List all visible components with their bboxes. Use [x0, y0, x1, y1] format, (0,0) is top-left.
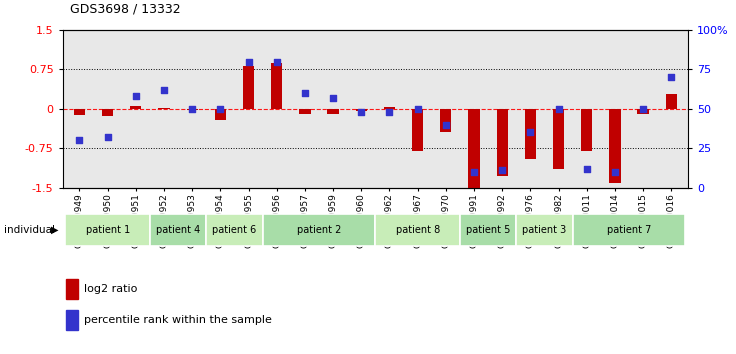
Bar	[355, 109, 367, 112]
Text: patient 7: patient 7	[606, 225, 651, 235]
Point	[609, 169, 620, 175]
Bar	[215, 109, 226, 120]
Text: patient 6: patient 6	[212, 225, 257, 235]
Text: patient 8: patient 8	[395, 225, 439, 235]
Point	[637, 106, 649, 112]
Point	[271, 59, 283, 64]
Point	[355, 109, 367, 115]
Point	[158, 87, 170, 93]
Bar	[150, 214, 206, 246]
Bar	[637, 109, 648, 114]
Text: ▶: ▶	[52, 225, 59, 235]
Text: percentile rank within the sample: percentile rank within the sample	[85, 315, 272, 325]
Bar	[300, 109, 311, 114]
Bar	[243, 66, 254, 109]
Text: patient 2: patient 2	[297, 225, 342, 235]
Bar	[516, 214, 573, 246]
Point	[553, 106, 565, 112]
Bar	[271, 63, 283, 109]
Text: individual: individual	[4, 225, 54, 235]
Point	[665, 75, 677, 80]
Bar	[383, 107, 395, 109]
Point	[440, 122, 452, 127]
Bar	[186, 109, 198, 110]
Point	[411, 106, 423, 112]
Bar	[328, 109, 339, 114]
Bar	[525, 109, 536, 159]
Point	[525, 130, 537, 135]
Bar	[66, 279, 78, 299]
Bar	[412, 109, 423, 151]
Bar	[573, 214, 685, 246]
Point	[74, 137, 85, 143]
Point	[214, 106, 226, 112]
Bar	[665, 94, 677, 109]
Text: patient 1: patient 1	[85, 225, 130, 235]
Point	[496, 167, 508, 173]
Bar	[74, 109, 85, 115]
Bar	[158, 108, 169, 109]
Point	[186, 106, 198, 112]
Bar	[553, 109, 565, 169]
Point	[299, 90, 311, 96]
Bar	[440, 109, 451, 132]
Bar	[460, 214, 516, 246]
Bar	[468, 109, 480, 189]
Point	[243, 59, 255, 64]
Point	[383, 109, 395, 115]
Point	[102, 135, 113, 140]
Bar	[66, 310, 78, 330]
Text: GDS3698 / 13332: GDS3698 / 13332	[70, 3, 180, 16]
Bar	[581, 109, 592, 151]
Bar	[263, 214, 375, 246]
Text: patient 3: patient 3	[523, 225, 567, 235]
Bar	[609, 109, 620, 183]
Bar	[206, 214, 263, 246]
Bar	[497, 109, 508, 176]
Bar	[375, 214, 460, 246]
Point	[130, 93, 142, 99]
Text: patient 4: patient 4	[156, 225, 200, 235]
Point	[468, 169, 480, 175]
Point	[328, 95, 339, 101]
Bar	[66, 214, 150, 246]
Point	[581, 166, 592, 172]
Bar	[102, 109, 113, 116]
Text: log2 ratio: log2 ratio	[85, 284, 138, 294]
Bar	[130, 106, 141, 109]
Text: patient 5: patient 5	[466, 225, 510, 235]
